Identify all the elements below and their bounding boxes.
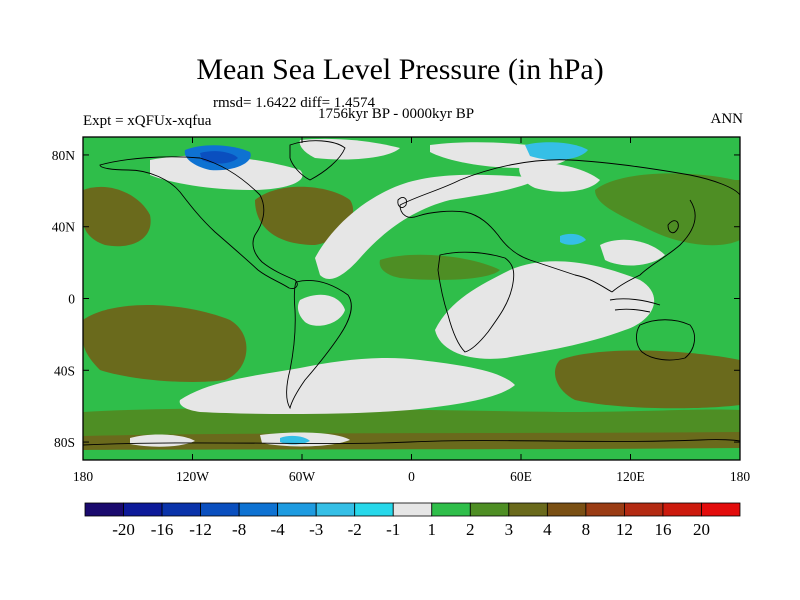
high-north-pacific <box>83 186 151 247</box>
colorbar-swatch <box>161 502 201 517</box>
season-label: ANN <box>710 111 744 127</box>
colorbar-swatch <box>392 502 433 517</box>
y-axis: 80N 40N 0 40S 80S <box>52 148 740 450</box>
colorbar-swatch <box>546 502 587 517</box>
colorbar-swatch <box>469 502 510 517</box>
low-antarctic-peninsula <box>280 435 310 445</box>
coast-australia <box>636 319 696 361</box>
colorbar-label: -1 <box>386 520 400 539</box>
neutral-south-atlantic <box>179 357 515 415</box>
coast-japan <box>667 220 679 234</box>
coast-antarctica <box>83 439 740 446</box>
neutral-west-pacific <box>600 239 665 266</box>
colorbar-swatch <box>585 502 625 517</box>
colorbar-swatch <box>123 502 163 517</box>
antarctic-band <box>83 432 740 450</box>
coast-uk <box>397 197 407 208</box>
low-greenland-core <box>200 151 238 164</box>
coast-north-america <box>99 156 298 289</box>
low-siberia <box>525 142 588 160</box>
colorbar-label: 2 <box>466 520 475 539</box>
neutral-siberia <box>519 163 600 192</box>
high-south-pacific <box>83 305 247 382</box>
coast-south-america <box>286 280 352 410</box>
colorbar-swatch <box>508 502 548 517</box>
stats-line: rmsd= 1.6422 diff= 1.4574 <box>213 95 376 111</box>
colorbar-label: -3 <box>309 520 323 539</box>
low-tibet <box>560 233 586 245</box>
colorbar-label: 8 <box>582 520 591 539</box>
y-tick-label: 40S <box>54 363 75 378</box>
colorbar-swatch <box>354 502 394 517</box>
colorbar-label: 3 <box>505 520 514 539</box>
y-tick-label: 80N <box>52 148 76 163</box>
x-tick-label: 120W <box>176 469 209 484</box>
high-north-africa <box>379 254 500 280</box>
coast-greenland <box>289 140 346 181</box>
high-central-pacific <box>255 186 354 245</box>
y-tick-label: 0 <box>68 292 75 307</box>
x-axis: 180 120W 60W 0 60E 120E 180 <box>73 137 751 484</box>
colorbar-label: -20 <box>112 520 135 539</box>
neutral-north-atlantic <box>315 174 540 279</box>
neutral-south-pacific-equator <box>297 294 345 326</box>
colorbar-swatch <box>624 502 664 517</box>
colorbar-swatch <box>238 502 279 517</box>
period-label: 1756kyr BP - 0000kyr BP <box>318 106 475 122</box>
colorbar-label: -2 <box>348 520 362 539</box>
x-tick-label: 120E <box>616 469 645 484</box>
x-tick-label: 60W <box>289 469 316 484</box>
x-tick-label: 180 <box>730 469 751 484</box>
colorbar-label: -4 <box>271 520 286 539</box>
y-tick-label: 40N <box>52 220 76 235</box>
colorbar-swatch <box>84 502 124 517</box>
colorbar-label: 12 <box>616 520 633 539</box>
colorbar-swatch <box>431 502 471 517</box>
colorbar-swatch <box>277 502 317 517</box>
y-tick-label: 80S <box>54 435 75 450</box>
plot-title: Mean Sea Level Pressure (in hPa) <box>196 53 604 86</box>
neutral-africa-indian <box>435 261 655 359</box>
colorbar-label: -12 <box>189 520 212 539</box>
x-tick-label: 60E <box>510 469 532 484</box>
coast-africa <box>437 251 515 353</box>
x-tick-label: 0 <box>408 469 415 484</box>
coast-indonesia <box>609 298 661 313</box>
neutral-canada-arctic <box>150 155 303 190</box>
colorbar-swatch <box>662 502 702 517</box>
x-tick-label: 180 <box>73 469 94 484</box>
colorbar-label: 4 <box>543 520 552 539</box>
experiment-label: Expt = xQFUx-xqfua <box>83 113 212 129</box>
colorbar-label: -16 <box>151 520 174 539</box>
high-southern-ocean <box>83 408 740 439</box>
high-east-asia <box>595 173 740 246</box>
colorbar-label: -8 <box>232 520 246 539</box>
coastlines <box>83 140 740 446</box>
colorbar-swatch <box>200 502 240 517</box>
colorbar-swatch <box>315 502 356 517</box>
colorbar-swatch <box>701 502 741 517</box>
colorbar-label: 1 <box>428 520 437 539</box>
coast-eurasia <box>399 159 740 293</box>
colorbar-label: 20 <box>693 520 710 539</box>
colorbar: -20 -16 -12 -8 -4 -3 -2 -1 1 2 3 4 8 12 16 20 <box>84 502 741 539</box>
neutral-greenland-sea <box>299 138 400 160</box>
map-field <box>83 137 740 460</box>
high-indian-south <box>555 350 740 409</box>
colorbar-label: 16 <box>654 520 671 539</box>
